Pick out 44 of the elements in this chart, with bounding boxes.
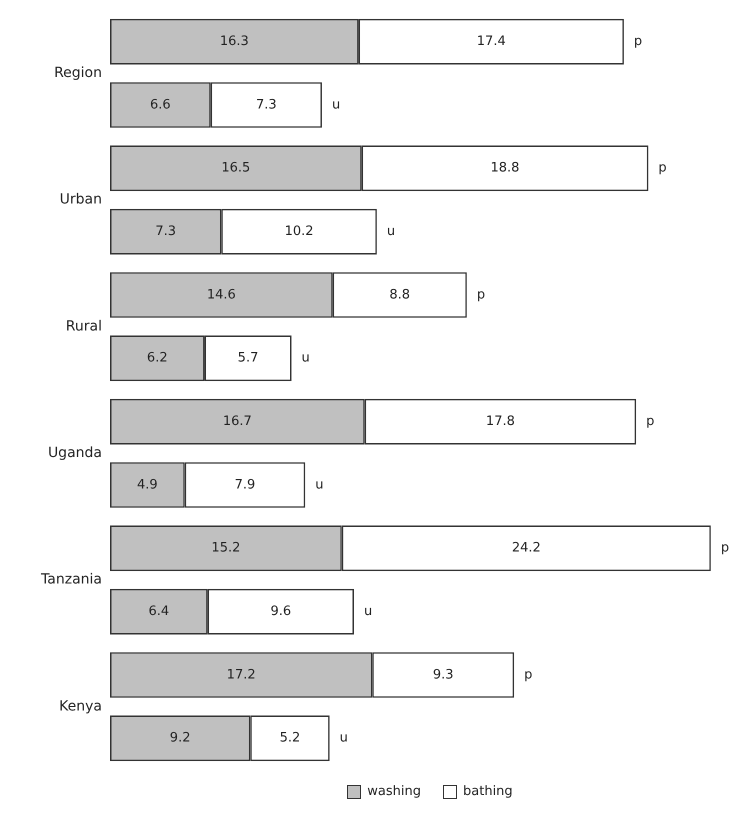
data-label: 6.4 [148,604,170,620]
data-label: 9.6 [270,604,292,620]
data-label: 8.8 [389,287,410,302]
data-label: 5.7 [238,350,258,366]
data-label: 6.2 [146,350,168,366]
data-label: 24.2 [512,540,541,556]
y-tick-label: p [646,414,654,430]
text: bathing [463,784,513,799]
y-tick-label: u [315,477,324,492]
legend-label: washing [367,784,422,799]
data-label: 18.8 [490,160,520,176]
text: Rural [66,318,102,334]
y-tick-label: u [340,730,348,746]
y-tick-label: p [476,287,486,302]
y-tick-label: u [386,224,396,240]
text: Tanzania [40,572,102,588]
text: Region [54,64,102,81]
data-label: 4.9 [137,477,158,492]
data-label: 9.2 [170,730,190,746]
data-label: 16.3 [220,34,249,50]
data-label: 15.2 [211,540,240,556]
data-label: 17.2 [226,667,256,682]
text: Kenya [59,698,102,714]
data-label: 16.5 [221,160,250,176]
y-tick-label: p [634,34,642,50]
data-label: 17.8 [486,414,515,430]
data-label: 16.7 [222,414,252,430]
y-tick-label: u [364,604,372,620]
y-tick-label: p [720,540,730,556]
data-label: 7.3 [155,224,176,240]
data-label: 7.9 [234,477,256,492]
y-tick-label: u [301,350,310,366]
data-label: 7.3 [256,97,277,112]
data-label: 5.2 [280,730,300,746]
data-label: 9.3 [432,667,454,682]
data-label: 14.6 [206,287,236,302]
y-tick-label: p [658,160,667,176]
y-tick-label: p [524,667,532,682]
data-label: 10.2 [284,224,314,240]
data-label: 6.6 [150,97,171,112]
data-label: 17.4 [476,34,506,50]
y-tick-label: u [332,97,340,112]
text: Urban [60,192,102,208]
text: Uganda [48,444,102,461]
